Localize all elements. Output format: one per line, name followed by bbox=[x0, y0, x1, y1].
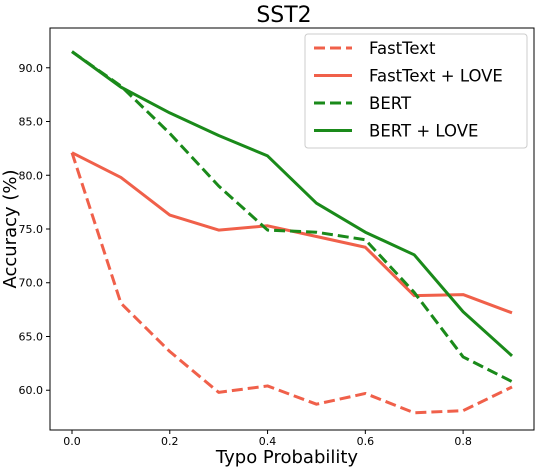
x-tick-label: 0.6 bbox=[357, 435, 375, 448]
chart-title: SST2 bbox=[256, 3, 311, 28]
legend-label: BERT bbox=[369, 94, 412, 113]
x-tick-label: 0.4 bbox=[259, 435, 277, 448]
series-line-4 bbox=[71, 50, 514, 357]
y-tick-label: 85.0 bbox=[19, 116, 44, 129]
legend-label: BERT + LOVE bbox=[369, 122, 478, 141]
x-axis-label: Typo Probability bbox=[215, 447, 359, 468]
series-line-1 bbox=[70, 152, 513, 415]
legend-label: FastText bbox=[369, 39, 436, 58]
series-line-2 bbox=[71, 151, 513, 315]
x-tick-label: 0.0 bbox=[63, 435, 81, 448]
y-tick-label: 70.0 bbox=[19, 277, 44, 290]
legend-box bbox=[304, 33, 528, 149]
y-tick-label: 65.0 bbox=[19, 330, 44, 343]
y-tick-label: 90.0 bbox=[19, 62, 44, 75]
y-tick-label: 60.0 bbox=[19, 384, 44, 397]
plot-area bbox=[70, 50, 514, 415]
series-line-3 bbox=[71, 50, 513, 383]
x-tick-label: 0.8 bbox=[454, 435, 472, 448]
y-tick-label: 80.0 bbox=[19, 169, 44, 182]
legend: FastText FastText + LOVE BERT BERT + LOVE bbox=[304, 33, 528, 149]
y-tick-label: 75.0 bbox=[19, 223, 44, 236]
legend-label: FastText + LOVE bbox=[369, 67, 503, 86]
y-axis-label: Accuracy (%) bbox=[0, 169, 21, 288]
x-tick-label: 0.2 bbox=[161, 435, 179, 448]
